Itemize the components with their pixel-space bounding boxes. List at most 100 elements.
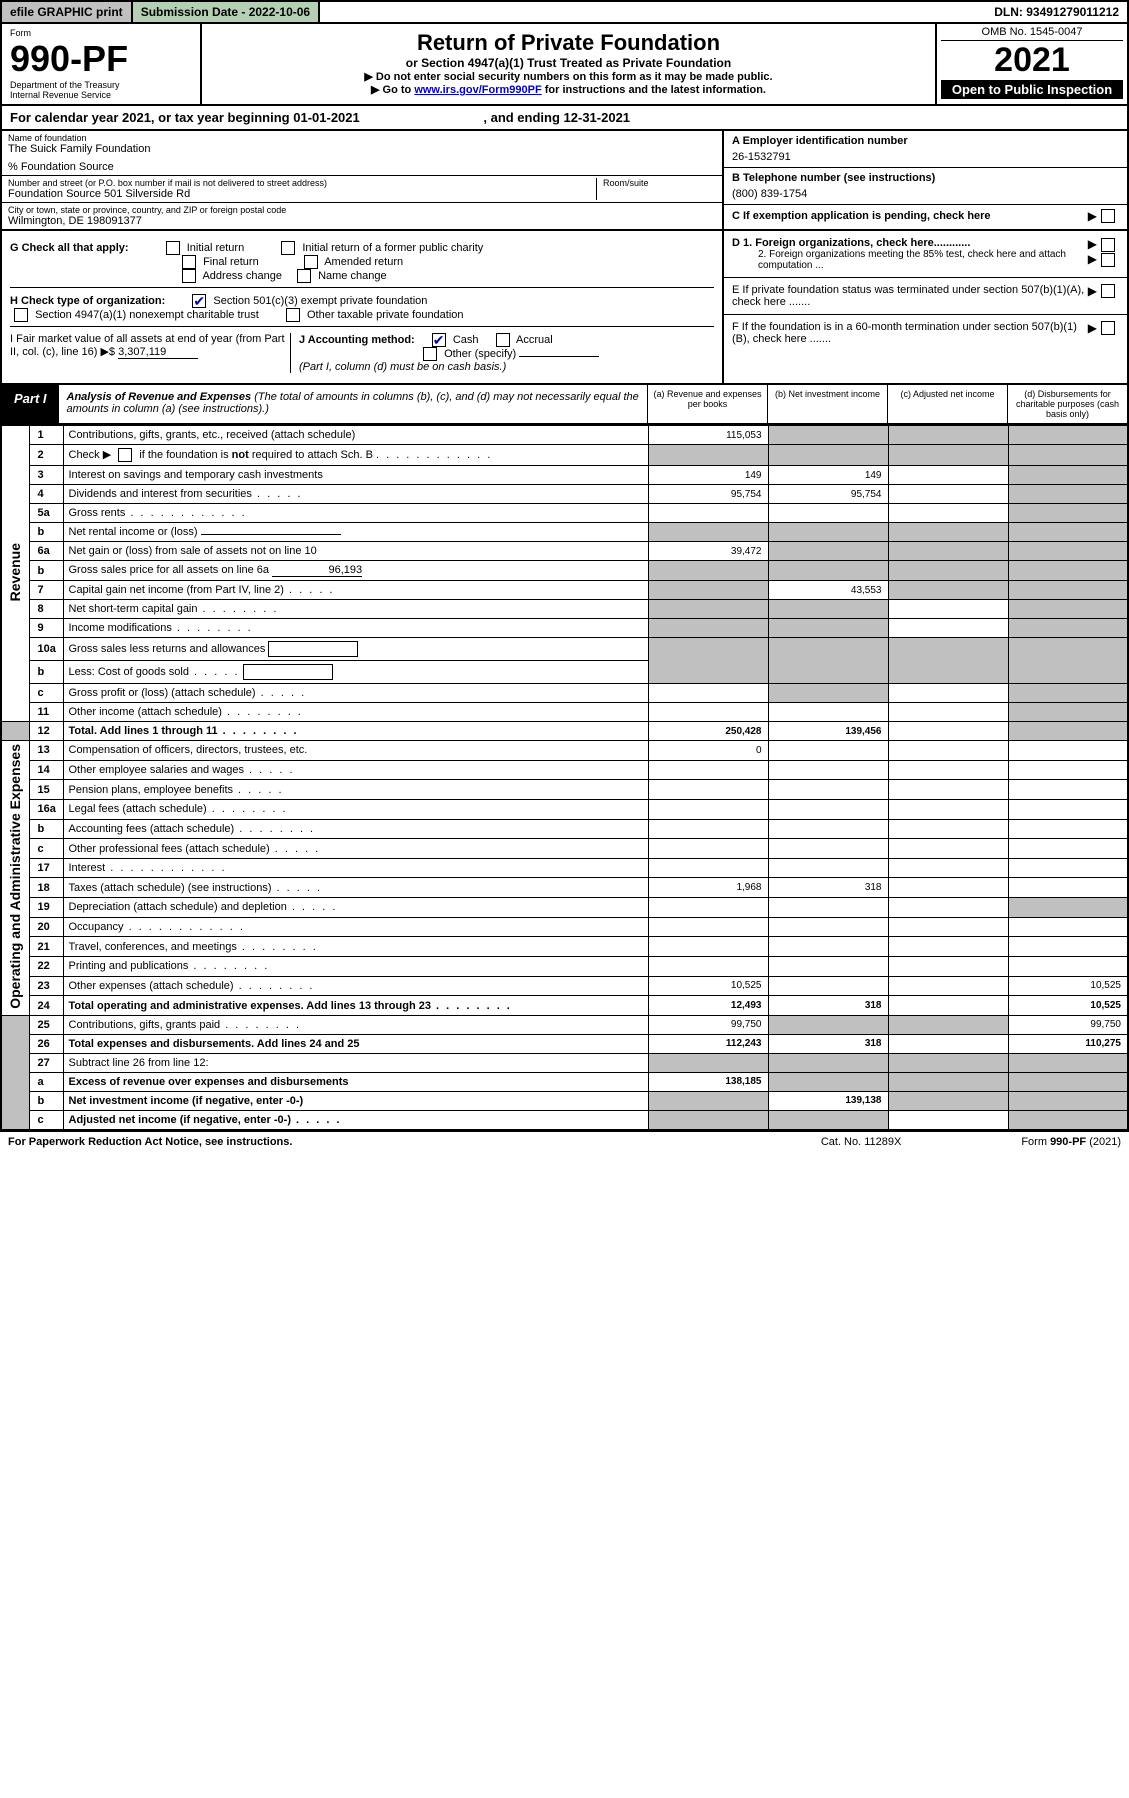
form-link[interactable]: www.irs.gov/Form990PF — [414, 84, 541, 96]
table-row: 2Check ▶ if the foundation is not requir… — [1, 445, 1128, 466]
j-cash-checkbox[interactable] — [432, 333, 446, 347]
d1-checkbox[interactable] — [1101, 238, 1115, 252]
line-no: a — [29, 1072, 63, 1091]
line-no: 14 — [29, 760, 63, 780]
g-initial-return-checkbox[interactable] — [166, 241, 180, 255]
cell-b — [768, 703, 888, 722]
cell-a: 250,428 — [648, 722, 768, 741]
cell-a — [648, 561, 768, 581]
cell-b — [768, 799, 888, 819]
h-4947-checkbox[interactable] — [14, 308, 28, 322]
table-row: 21Travel, conferences, and meetings — [1, 937, 1128, 957]
cell-d — [1008, 445, 1128, 466]
g-address-change-checkbox[interactable] — [182, 269, 196, 283]
e-checkbox[interactable] — [1101, 284, 1115, 298]
line-desc: Subtract line 26 from line 12: — [63, 1053, 648, 1072]
cell-d — [1008, 741, 1128, 761]
cell-d — [1008, 1110, 1128, 1130]
cell-a — [648, 638, 768, 684]
cell-c — [888, 956, 1008, 976]
irs-label: Internal Revenue Service — [10, 90, 192, 100]
cell-c — [888, 638, 1008, 684]
inline-value: 96,193 — [272, 564, 362, 577]
name-block: Name of foundation The Suick Family Foun… — [0, 131, 1129, 231]
cell-a: 149 — [648, 466, 768, 485]
d1-label: D 1. Foreign organizations, check here..… — [732, 237, 970, 249]
cell-b — [768, 600, 888, 619]
cell-a: 112,243 — [648, 1034, 768, 1053]
cell-c — [888, 819, 1008, 839]
c-label: C If exemption application is pending, c… — [732, 210, 991, 222]
cell-b — [768, 523, 888, 542]
table-row: 23Other expenses (attach schedule) 10,52… — [1, 976, 1128, 996]
table-row: 7Capital gain net income (from Part IV, … — [1, 581, 1128, 600]
j-accrual-checkbox[interactable] — [496, 333, 510, 347]
j-note: (Part I, column (d) must be on cash basi… — [299, 361, 506, 373]
g-initial-former-checkbox[interactable] — [281, 241, 295, 255]
cell-a: 0 — [648, 741, 768, 761]
cell-b — [768, 426, 888, 445]
cell-a — [648, 898, 768, 918]
j-other-line[interactable] — [519, 356, 599, 357]
g-final-return-checkbox[interactable] — [182, 255, 196, 269]
cell-d — [1008, 839, 1128, 859]
c-checkbox[interactable] — [1101, 209, 1115, 223]
g-name-change-checkbox[interactable] — [297, 269, 311, 283]
line-desc: Depreciation (attach schedule) and deple… — [63, 898, 648, 918]
cell-b: 43,553 — [768, 581, 888, 600]
line-no: 27 — [29, 1053, 63, 1072]
cell-b — [768, 684, 888, 703]
line-desc: Interest on savings and temporary cash i… — [63, 466, 648, 485]
instruction-2: ▶ Go to www.irs.gov/Form990PF for instru… — [208, 83, 929, 96]
expenses-side-label: Operating and Administrative Expenses — [7, 744, 23, 1009]
cell-c — [888, 741, 1008, 761]
foundation-name: The Suick Family Foundation — [8, 143, 716, 155]
cell-c — [888, 1034, 1008, 1053]
table-row: cGross profit or (loss) (attach schedule… — [1, 684, 1128, 703]
form-header: Form 990-PF Department of the Treasury I… — [0, 24, 1129, 106]
tel-value: (800) 839-1754 — [732, 188, 1119, 200]
cell-b — [768, 619, 888, 638]
cell-d — [1008, 956, 1128, 976]
line-no: 16a — [29, 799, 63, 819]
line-no: 9 — [29, 619, 63, 638]
line-no: 4 — [29, 485, 63, 504]
table-row: bGross sales price for all assets on lin… — [1, 561, 1128, 581]
cell-c — [888, 703, 1008, 722]
table-row: 8Net short-term capital gain — [1, 600, 1128, 619]
cell-c — [888, 898, 1008, 918]
line-no: 18 — [29, 878, 63, 898]
cell-d — [1008, 504, 1128, 523]
line-desc: Capital gain net income (from Part IV, l… — [63, 581, 648, 600]
h-opt-3: Other taxable private foundation — [307, 309, 464, 321]
cell-c — [888, 561, 1008, 581]
table-row: 16aLegal fees (attach schedule) — [1, 799, 1128, 819]
d2-checkbox[interactable] — [1101, 253, 1115, 267]
cell-a — [648, 937, 768, 957]
h-other-taxable-checkbox[interactable] — [286, 308, 300, 322]
d2-label: 2. Foreign organizations meeting the 85%… — [732, 249, 1088, 271]
sch-b-checkbox[interactable] — [118, 448, 132, 462]
efile-label[interactable]: efile GRAPHIC print — [2, 2, 131, 22]
inline-box — [243, 664, 333, 680]
j-other-checkbox[interactable] — [423, 347, 437, 361]
table-row: 18Taxes (attach schedule) (see instructi… — [1, 878, 1128, 898]
line-no: 8 — [29, 600, 63, 619]
cell-d — [1008, 760, 1128, 780]
cell-b: 318 — [768, 878, 888, 898]
table-row: bNet investment income (if negative, ent… — [1, 1091, 1128, 1110]
cell-a — [648, 917, 768, 937]
h-501c3-checkbox[interactable] — [192, 294, 206, 308]
h-label: H Check type of organization: — [10, 295, 165, 307]
line-no: 20 — [29, 917, 63, 937]
ein-value: 26-1532791 — [732, 151, 1119, 163]
line-no: 25 — [29, 1015, 63, 1034]
cell-c — [888, 760, 1008, 780]
f-checkbox[interactable] — [1101, 321, 1115, 335]
cell-c — [888, 523, 1008, 542]
arrow-icon: ▶ — [1088, 209, 1097, 223]
form-subtitle: or Section 4947(a)(1) Trust Treated as P… — [208, 56, 929, 70]
cell-c — [888, 445, 1008, 466]
g-amended-checkbox[interactable] — [304, 255, 318, 269]
g-opt-2: Final return — [203, 256, 259, 268]
